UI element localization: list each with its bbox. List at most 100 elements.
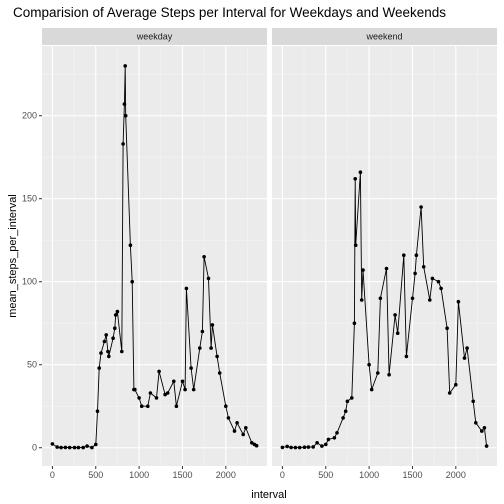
data-point bbox=[302, 445, 307, 450]
data-point bbox=[387, 372, 391, 377]
facet-panel-weekend bbox=[272, 46, 497, 466]
data-point bbox=[384, 266, 389, 271]
data-point bbox=[184, 286, 189, 291]
data-point bbox=[165, 391, 170, 395]
data-point bbox=[106, 349, 110, 354]
data-point bbox=[202, 254, 206, 259]
chart-title: Comparision of Average Steps per Interva… bbox=[13, 5, 446, 20]
y-tick-label: 50 bbox=[27, 360, 37, 370]
data-point bbox=[123, 113, 128, 118]
data-point bbox=[395, 331, 400, 336]
data-point bbox=[358, 170, 363, 174]
facet-panel-weekday bbox=[42, 46, 267, 466]
data-point bbox=[297, 445, 302, 450]
data-point bbox=[235, 421, 239, 425]
data-point bbox=[306, 445, 311, 449]
data-point bbox=[402, 253, 406, 257]
data-point bbox=[226, 416, 231, 420]
data-point bbox=[326, 437, 331, 442]
series-weekday bbox=[50, 64, 259, 450]
x-tick-label: 0 bbox=[50, 470, 55, 480]
data-point bbox=[410, 296, 415, 301]
data-point bbox=[104, 333, 108, 337]
data-point bbox=[198, 346, 202, 350]
data-point bbox=[482, 426, 487, 430]
data-point bbox=[130, 279, 134, 284]
data-point bbox=[439, 286, 443, 291]
data-point bbox=[462, 356, 467, 360]
data-point bbox=[111, 336, 115, 341]
data-point bbox=[353, 177, 358, 181]
data-point bbox=[95, 409, 100, 414]
x-tick-label: 0 bbox=[280, 470, 285, 480]
data-point bbox=[430, 276, 435, 281]
data-point bbox=[90, 445, 94, 450]
data-point bbox=[359, 298, 364, 302]
data-point bbox=[163, 392, 167, 397]
data-point bbox=[367, 362, 371, 367]
data-point bbox=[404, 354, 409, 359]
data-point bbox=[315, 441, 319, 445]
data-point bbox=[369, 387, 374, 392]
data-point bbox=[137, 396, 141, 400]
data-point bbox=[76, 445, 81, 450]
data-point bbox=[343, 409, 348, 414]
data-point bbox=[63, 445, 68, 450]
data-point bbox=[419, 205, 423, 209]
data-point bbox=[250, 441, 254, 445]
data-point bbox=[289, 445, 293, 450]
data-point bbox=[97, 366, 101, 370]
data-point bbox=[320, 444, 324, 448]
grid-weekend bbox=[272, 46, 497, 466]
data-point bbox=[50, 442, 55, 446]
x-tick-label: 2000 bbox=[216, 470, 236, 480]
x-tick-label: 500 bbox=[318, 470, 333, 480]
data-point bbox=[217, 371, 222, 375]
data-point bbox=[456, 299, 461, 304]
data-point bbox=[445, 326, 449, 331]
data-point bbox=[146, 404, 150, 409]
data-point bbox=[215, 354, 219, 359]
data-point bbox=[154, 396, 159, 400]
data-point bbox=[139, 404, 144, 409]
x-tick-label: 1000 bbox=[359, 470, 379, 480]
data-point bbox=[180, 379, 185, 384]
data-point bbox=[94, 442, 98, 447]
data-point bbox=[113, 326, 117, 331]
data-point bbox=[341, 416, 345, 420]
x-tick-label: 1000 bbox=[129, 470, 149, 480]
data-point bbox=[102, 339, 107, 344]
data-point bbox=[421, 265, 426, 269]
x-axis-title: interval bbox=[251, 489, 286, 501]
data-point bbox=[121, 142, 125, 146]
data-point bbox=[436, 279, 441, 284]
data-point bbox=[113, 313, 118, 317]
data-point bbox=[148, 391, 153, 395]
data-point bbox=[353, 243, 358, 247]
data-point bbox=[345, 399, 350, 404]
y-tick-label: 150 bbox=[22, 194, 37, 204]
facet-strip-label-weekday: weekday bbox=[136, 32, 173, 42]
data-point bbox=[414, 253, 419, 257]
data-point bbox=[254, 443, 259, 448]
data-point bbox=[55, 445, 59, 449]
x-tick-label: 1500 bbox=[172, 470, 192, 480]
data-point bbox=[107, 354, 111, 359]
x-tick-label: 2000 bbox=[446, 470, 466, 480]
data-point bbox=[72, 445, 77, 450]
data-point bbox=[378, 296, 383, 301]
data-point bbox=[200, 329, 205, 334]
data-point bbox=[81, 445, 85, 450]
data-point bbox=[122, 102, 127, 106]
data-point bbox=[280, 445, 285, 450]
data-point bbox=[324, 442, 328, 447]
data-point bbox=[293, 445, 298, 450]
data-point bbox=[350, 396, 354, 400]
data-point bbox=[232, 429, 237, 433]
data-point bbox=[183, 387, 187, 392]
facet-strip-weekend bbox=[272, 28, 497, 45]
data-point bbox=[174, 404, 179, 409]
data-point bbox=[484, 444, 489, 448]
data-point bbox=[157, 369, 161, 374]
data-point bbox=[465, 346, 469, 350]
